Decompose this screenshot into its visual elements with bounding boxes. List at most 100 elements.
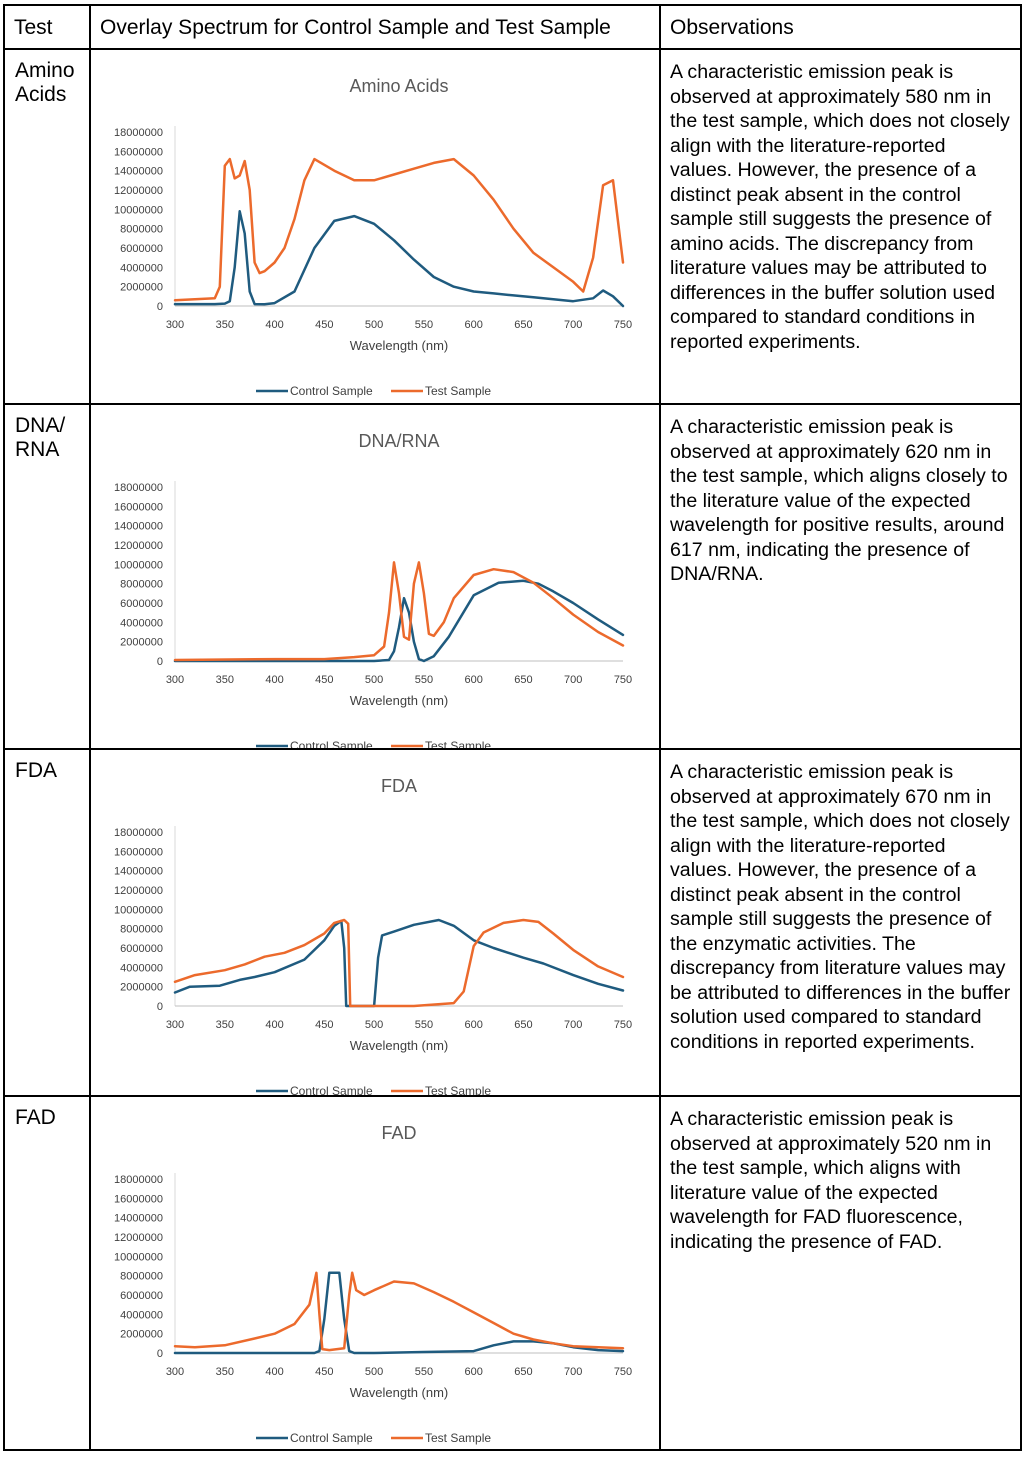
x-tick-label: 750 xyxy=(614,1366,632,1378)
x-tick-label: 650 xyxy=(514,1019,532,1031)
table-row: FAD FAD 0 2000000 4000000 6000000 8000000 1000… xyxy=(3,1095,1022,1451)
series-line-test xyxy=(173,561,625,662)
header-spectrum: Overlay Spectrum for Control Sample and … xyxy=(89,4,661,50)
x-tick-label: 550 xyxy=(415,674,433,686)
y-tick-label: 18000000 xyxy=(114,482,163,494)
y-tick-label: 12000000 xyxy=(114,885,163,897)
x-tick-label: 700 xyxy=(564,674,582,686)
y-tick-label: 0 xyxy=(157,1348,163,1360)
chart-cell-dna-rna: DNA/RNA 0 2000000 4000000 6000000 8000000 1000… xyxy=(89,403,661,750)
legend-label: Test Sample xyxy=(425,384,491,398)
x-axis-label: Wavelength (nm) xyxy=(350,1385,449,1400)
y-tick-label: 14000000 xyxy=(114,1213,163,1225)
y-tick-label: 2000000 xyxy=(120,282,163,294)
y-tick-label: 4000000 xyxy=(120,617,163,629)
y-tick-label: 8000000 xyxy=(120,224,163,236)
x-tick-label: 700 xyxy=(564,319,582,331)
x-tick-label: 550 xyxy=(415,1019,433,1031)
x-tick-label: 300 xyxy=(166,1366,184,1378)
table-row: Amino Acids Amino Acids 0 2000000 4000000 60… xyxy=(3,48,1022,405)
y-tick-label: 18000000 xyxy=(114,127,163,139)
x-tick-label: 400 xyxy=(265,319,283,331)
x-axis-label: Wavelength (nm) xyxy=(350,338,449,353)
observation-fad: A characteristic emission peak is observ… xyxy=(659,1095,1022,1451)
y-tick-label: 16000000 xyxy=(114,846,163,858)
series-line-test xyxy=(173,157,625,302)
x-tick-label: 600 xyxy=(464,319,482,331)
y-tick-label: 10000000 xyxy=(114,904,163,916)
y-tick-label: 0 xyxy=(157,1001,163,1013)
legend-label: Test Sample xyxy=(425,1084,491,1095)
x-tick-label: 350 xyxy=(216,319,234,331)
x-tick-label: 500 xyxy=(365,319,383,331)
chart-cell-amino-acids: Amino Acids 0 2000000 4000000 6000000 8000000… xyxy=(89,48,661,405)
test-name-dna-rna: DNA/ RNA xyxy=(3,403,91,750)
y-tick-label: 0 xyxy=(157,656,163,668)
series-line-control xyxy=(173,579,625,663)
x-tick-label: 750 xyxy=(614,674,632,686)
x-tick-label: 450 xyxy=(315,1366,333,1378)
y-tick-label: 2000000 xyxy=(120,982,163,994)
table-row: DNA/ RNA DNA/RNA 0 2000000 4000000 6000000 80… xyxy=(3,403,1022,750)
x-tick-label: 600 xyxy=(464,1366,482,1378)
y-tick-label: 14000000 xyxy=(114,521,163,533)
legend-label: Test Sample xyxy=(425,1431,491,1445)
x-tick-label: 300 xyxy=(166,319,184,331)
y-tick-label: 18000000 xyxy=(114,827,163,839)
legend-label: Control Sample xyxy=(290,1431,373,1445)
header-observations: Observations xyxy=(659,4,1022,50)
y-tick-label: 16000000 xyxy=(114,146,163,158)
chart-dna-rna: DNA/RNA 0 2000000 4000000 6000000 8000000 1000… xyxy=(114,431,632,748)
chart-fda: FDA 0 2000000 4000000 6000000 8000000 10000000… xyxy=(114,776,632,1095)
x-tick-label: 600 xyxy=(464,1019,482,1031)
chart-cell-fda: FDA 0 2000000 4000000 6000000 8000000 10000000… xyxy=(89,748,661,1097)
x-tick-label: 550 xyxy=(415,1366,433,1378)
series-line-control xyxy=(173,918,625,1008)
y-tick-label: 16000000 xyxy=(114,1193,163,1205)
series-line-test xyxy=(173,918,625,1008)
y-tick-label: 2000000 xyxy=(120,1329,163,1341)
x-axis-label: Wavelength (nm) xyxy=(350,693,449,708)
y-tick-label: 6000000 xyxy=(120,243,163,255)
y-tick-label: 12000000 xyxy=(114,540,163,552)
chart-amino-acids: Amino Acids 0 2000000 4000000 6000000 8000000… xyxy=(114,76,632,398)
y-tick-label: 10000000 xyxy=(114,1251,163,1263)
x-tick-label: 450 xyxy=(315,674,333,686)
y-tick-label: 8000000 xyxy=(120,924,163,936)
y-tick-label: 6000000 xyxy=(120,598,163,610)
x-tick-label: 450 xyxy=(315,319,333,331)
x-tick-label: 650 xyxy=(514,319,532,331)
y-tick-label: 10000000 xyxy=(114,559,163,571)
series-line-control xyxy=(173,210,625,308)
x-tick-label: 400 xyxy=(265,1019,283,1031)
x-tick-label: 300 xyxy=(166,674,184,686)
y-tick-label: 16000000 xyxy=(114,501,163,513)
chart-title: FDA xyxy=(381,776,417,796)
x-tick-label: 350 xyxy=(216,1366,234,1378)
x-tick-label: 500 xyxy=(365,674,383,686)
y-tick-label: 4000000 xyxy=(120,962,163,974)
y-tick-label: 10000000 xyxy=(114,204,163,216)
table-row: FDA FDA 0 2000000 4000000 6000000 8000000 1000… xyxy=(3,748,1022,1097)
x-tick-label: 700 xyxy=(564,1366,582,1378)
header-test: Test xyxy=(3,4,91,50)
y-tick-label: 18000000 xyxy=(114,1174,163,1186)
x-tick-label: 500 xyxy=(365,1366,383,1378)
y-tick-label: 12000000 xyxy=(114,1232,163,1244)
x-tick-label: 400 xyxy=(265,1366,283,1378)
observation-fda: A characteristic emission peak is observ… xyxy=(659,748,1022,1097)
y-tick-label: 4000000 xyxy=(120,262,163,274)
x-tick-label: 300 xyxy=(166,1019,184,1031)
x-tick-label: 650 xyxy=(514,1366,532,1378)
legend-label: Test Sample xyxy=(425,739,491,748)
x-tick-label: 650 xyxy=(514,674,532,686)
x-tick-label: 400 xyxy=(265,674,283,686)
x-tick-label: 500 xyxy=(365,1019,383,1031)
chart-cell-fad: FAD 0 2000000 4000000 6000000 8000000 10000000… xyxy=(89,1095,661,1451)
observation-amino-acids: A characteristic emission peak is observ… xyxy=(659,48,1022,405)
x-tick-label: 600 xyxy=(464,674,482,686)
results-table: Test Overlay Spectrum for Control Sample… xyxy=(3,4,1022,1451)
x-tick-label: 550 xyxy=(415,319,433,331)
y-tick-label: 8000000 xyxy=(120,1271,163,1283)
x-tick-label: 350 xyxy=(216,674,234,686)
